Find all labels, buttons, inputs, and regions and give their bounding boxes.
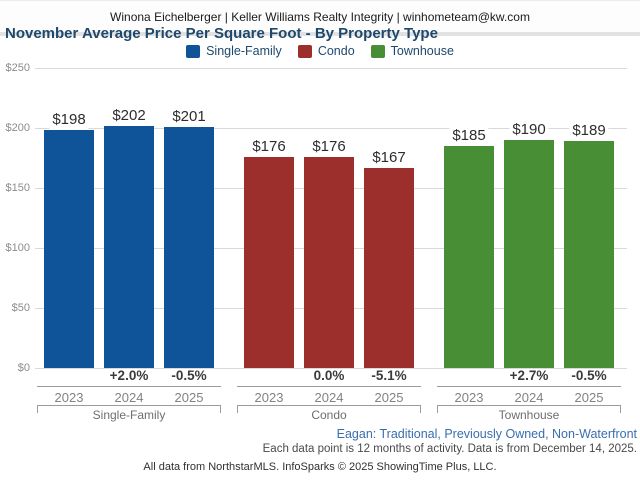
bar-value-label: $198 bbox=[49, 111, 89, 130]
x-tick-year: 2025 bbox=[374, 390, 404, 405]
bar-condo-2025 bbox=[364, 167, 414, 368]
bar-condo-2023 bbox=[244, 156, 294, 368]
bar-condo-2024 bbox=[304, 156, 354, 368]
bar-value-label: $176 bbox=[249, 137, 289, 156]
pct-change-label: 0.0% bbox=[313, 368, 345, 383]
y-axis-tick-label: $50 bbox=[11, 302, 30, 314]
gridline bbox=[35, 128, 627, 129]
legend-swatch-single-family bbox=[186, 44, 201, 58]
attribution-note: All data from NorthstarMLS. InfoSparks ©… bbox=[143, 461, 497, 473]
pct-underline bbox=[237, 386, 421, 387]
group-label-townhouse: Townhouse bbox=[498, 408, 560, 422]
bar-value-label: $167 bbox=[369, 148, 409, 167]
group-label-single-family: Single-Family bbox=[92, 408, 166, 422]
bar-value-label: $190 bbox=[509, 121, 549, 139]
agent-header: Winona Eichelberger | Keller Williams Re… bbox=[0, 0, 640, 36]
y-axis-tick-label: $200 bbox=[5, 122, 30, 134]
bar-value-label: $189 bbox=[569, 122, 609, 141]
y-axis-tick-label: $150 bbox=[5, 182, 30, 194]
legend-item-townhouse[interactable]: Townhouse bbox=[370, 44, 454, 58]
legend-item-single-family[interactable]: Single-Family bbox=[186, 44, 282, 58]
pct-change-label: +2.7% bbox=[509, 368, 549, 383]
legend-swatch-condo bbox=[297, 44, 312, 58]
bar-value-label: $176 bbox=[309, 137, 349, 156]
legend-label: Townhouse bbox=[390, 44, 454, 58]
group-label-condo: Condo bbox=[311, 408, 347, 422]
y-axis-tick-label: $0 bbox=[17, 362, 30, 374]
group-bracket bbox=[37, 405, 221, 413]
data-period-note: Each data point is 12 months of activity… bbox=[262, 443, 637, 455]
pct-underline bbox=[37, 386, 221, 387]
bar-townhouse-2024 bbox=[504, 140, 554, 368]
pct-change-label: -0.5% bbox=[571, 368, 607, 383]
bar-value-label: $201 bbox=[169, 107, 209, 126]
bar-townhouse-2025 bbox=[564, 141, 614, 368]
pct-change-label: +2.0% bbox=[109, 368, 149, 383]
legend-item-condo[interactable]: Condo bbox=[297, 44, 355, 58]
group-bracket bbox=[437, 405, 621, 413]
x-tick-year: 2024 bbox=[114, 390, 144, 405]
x-tick-year: 2023 bbox=[454, 390, 484, 405]
pct-change-label: -0.5% bbox=[171, 368, 207, 383]
x-tick-year: 2024 bbox=[314, 390, 344, 405]
gridline bbox=[35, 368, 627, 369]
x-tick-year: 2025 bbox=[574, 390, 604, 405]
gridline bbox=[35, 68, 627, 69]
bar-value-label: $185 bbox=[449, 127, 489, 145]
legend-label: Single-Family bbox=[206, 44, 282, 58]
y-axis-tick-label: $100 bbox=[5, 242, 30, 254]
legend-swatch-townhouse bbox=[370, 44, 385, 58]
x-tick-year: 2023 bbox=[254, 390, 284, 405]
pct-underline bbox=[437, 386, 621, 387]
pct-change-label: -5.1% bbox=[371, 368, 407, 383]
location-filter-note: Eagan: Traditional, Previously Owned, No… bbox=[336, 427, 637, 441]
x-tick-year: 2025 bbox=[174, 390, 204, 405]
bar-value-label: $202 bbox=[109, 106, 149, 125]
bar-single-family-2023 bbox=[44, 130, 94, 368]
x-tick-year: 2024 bbox=[514, 390, 544, 405]
x-tick-year: 2023 bbox=[54, 390, 84, 405]
agent-contact-line: Winona Eichelberger | Keller Williams Re… bbox=[110, 9, 530, 24]
chart-legend: Single-Family Condo Townhouse bbox=[0, 44, 640, 58]
bar-single-family-2024 bbox=[104, 125, 154, 368]
bar-single-family-2025 bbox=[164, 126, 214, 368]
chart-title: November Average Price Per Square Foot -… bbox=[5, 25, 438, 42]
y-axis-tick-label: $250 bbox=[5, 62, 30, 74]
group-bracket bbox=[237, 405, 421, 413]
legend-label: Condo bbox=[317, 44, 355, 58]
bar-townhouse-2023 bbox=[444, 146, 494, 368]
